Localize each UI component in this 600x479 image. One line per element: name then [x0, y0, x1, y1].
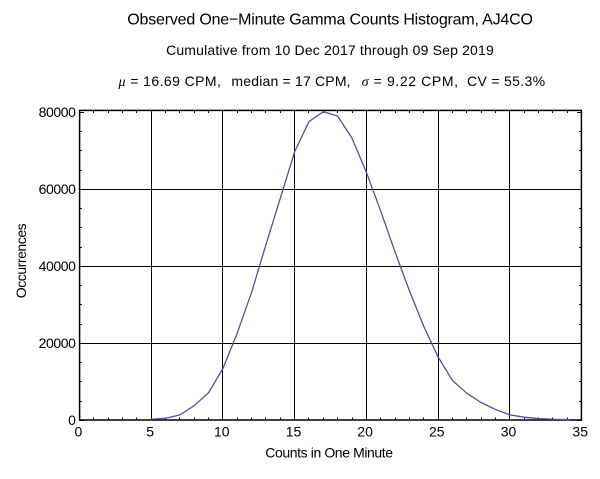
svg-text:35: 35 [572, 424, 588, 440]
svg-text:20: 20 [357, 424, 373, 440]
svg-text:median = 17 CPM,: median = 17 CPM, [231, 73, 350, 89]
svg-text:Occurrences: Occurrences [13, 223, 29, 298]
svg-text:CV = 55.3%: CV = 55.3% [467, 73, 545, 89]
svg-text:80000: 80000 [39, 104, 77, 120]
svg-text:σ = 9.22 CPM,: σ = 9.22 CPM, [362, 73, 459, 90]
svg-text:μ = 16.69 CPM,: μ = 16.69 CPM, [118, 73, 222, 90]
svg-text:20000: 20000 [39, 335, 77, 351]
svg-text:0: 0 [75, 424, 83, 440]
svg-text:Counts in One Minute: Counts in One Minute [265, 445, 393, 461]
svg-text:30: 30 [501, 424, 517, 440]
svg-text:Cumulative from 10 Dec 2017 th: Cumulative from 10 Dec 2017 through 09 S… [166, 42, 494, 58]
svg-text:15: 15 [286, 424, 302, 440]
svg-text:0: 0 [68, 412, 76, 428]
svg-text:40000: 40000 [39, 258, 77, 274]
svg-text:5: 5 [146, 424, 154, 440]
svg-text:25: 25 [429, 424, 445, 440]
svg-text:60000: 60000 [39, 181, 77, 197]
svg-text:Observed One−Minute Gamma Coun: Observed One−Minute Gamma Counts Histogr… [127, 11, 533, 28]
svg-text:10: 10 [214, 424, 230, 440]
